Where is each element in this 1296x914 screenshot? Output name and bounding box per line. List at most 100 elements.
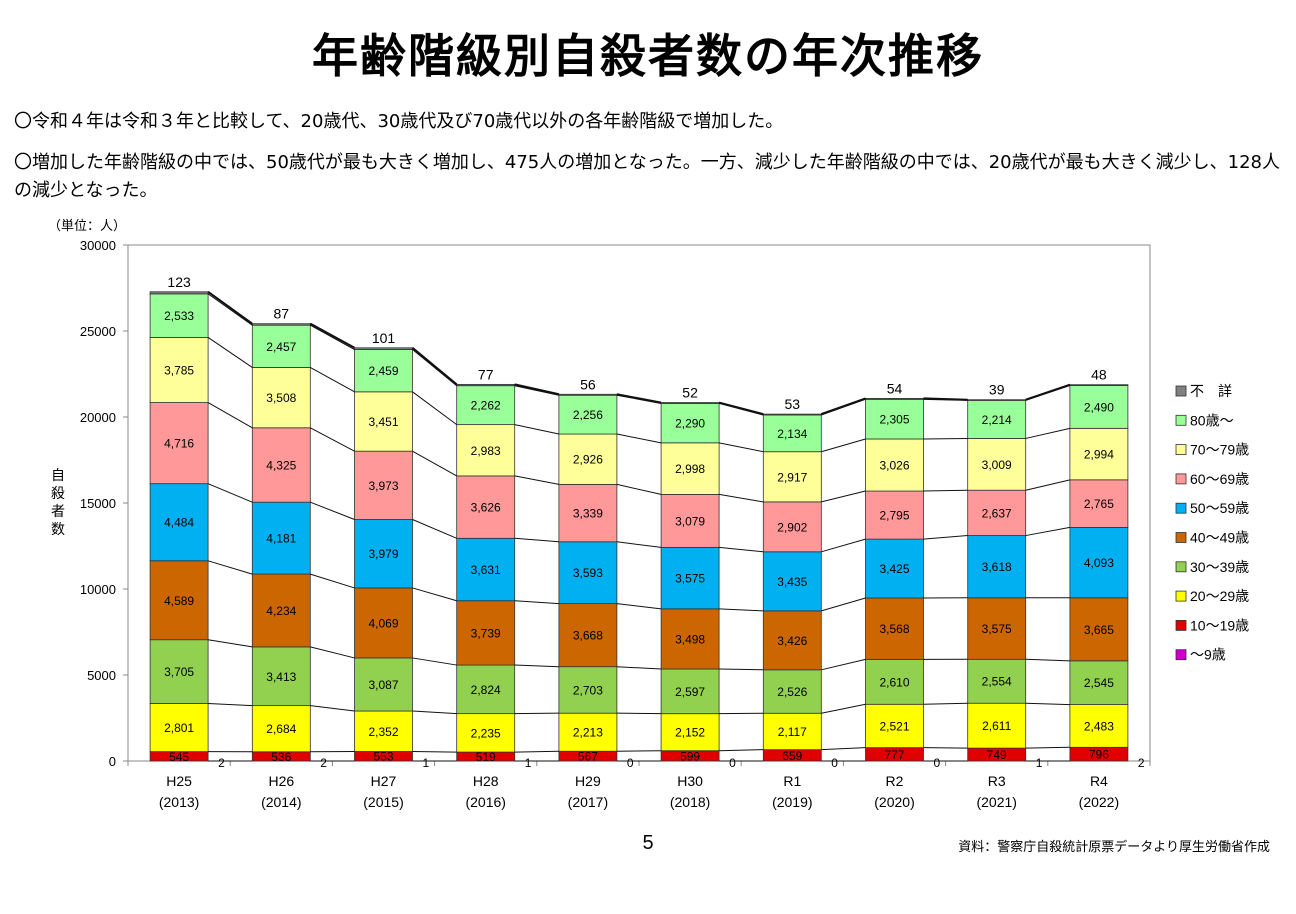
bar-segment bbox=[762, 451, 822, 503]
connector-line bbox=[821, 747, 866, 751]
legend-label: 70～79歳 bbox=[1190, 442, 1249, 458]
connector-line bbox=[310, 427, 355, 452]
connector-line bbox=[616, 433, 662, 444]
bar-segment bbox=[660, 442, 720, 495]
connector-line bbox=[514, 537, 559, 543]
data-label: 777 bbox=[884, 748, 904, 762]
x-tick-label-year: (2016) bbox=[465, 794, 505, 810]
data-label-under9: 2 bbox=[320, 756, 327, 770]
data-label: 3,009 bbox=[982, 458, 1012, 472]
connector-line bbox=[208, 639, 253, 648]
bar-segment bbox=[865, 538, 924, 599]
y-tick-label: 20000 bbox=[80, 410, 116, 425]
connector-line bbox=[514, 383, 560, 396]
bar-segment bbox=[660, 713, 720, 752]
connector-line bbox=[923, 489, 968, 492]
bar-segment bbox=[456, 600, 516, 666]
connector-line bbox=[310, 705, 355, 712]
connector-line bbox=[1025, 479, 1071, 491]
data-label: 2,290 bbox=[675, 417, 705, 431]
bar-segment bbox=[456, 713, 516, 753]
data-label-unknown: 48 bbox=[1091, 367, 1107, 383]
data-label: 2,526 bbox=[777, 685, 807, 699]
bar-segment bbox=[1069, 704, 1129, 748]
connector-line bbox=[412, 710, 457, 715]
connector-line bbox=[1025, 702, 1070, 706]
data-label: 2,902 bbox=[777, 520, 807, 534]
data-label: 2,610 bbox=[879, 675, 909, 689]
data-label: 4,589 bbox=[164, 594, 194, 608]
data-label: 3,568 bbox=[879, 622, 909, 636]
data-label: 2,117 bbox=[778, 725, 807, 739]
connector-line bbox=[207, 402, 253, 429]
bar-segment bbox=[1069, 384, 1129, 386]
connector-line bbox=[412, 750, 457, 753]
data-label: 553 bbox=[373, 750, 393, 764]
bar-segment bbox=[967, 658, 1027, 704]
legend-swatch bbox=[1175, 385, 1187, 397]
data-label: 2,483 bbox=[1084, 719, 1114, 733]
connector-line bbox=[514, 664, 559, 668]
data-label-unknown: 54 bbox=[887, 380, 903, 396]
bar-segment bbox=[967, 489, 1027, 536]
y-tick-label: 5000 bbox=[87, 668, 116, 683]
connector-line bbox=[207, 290, 253, 325]
connector-line bbox=[923, 437, 968, 440]
y-tick-label: 10000 bbox=[80, 582, 116, 597]
x-tick-label-year: (2019) bbox=[772, 794, 812, 810]
legend-swatch bbox=[1175, 649, 1187, 661]
connector-line bbox=[821, 703, 866, 714]
bar-segment bbox=[865, 597, 924, 660]
connector-line bbox=[412, 391, 457, 426]
bar-segment bbox=[762, 501, 822, 553]
legend-swatch bbox=[1175, 619, 1187, 631]
connector-line bbox=[514, 424, 560, 435]
bar-segment bbox=[558, 483, 618, 543]
data-label: 2,998 bbox=[675, 462, 705, 476]
data-label: 3,087 bbox=[368, 678, 398, 692]
data-label: 3,413 bbox=[266, 670, 296, 684]
data-label: 2,521 bbox=[879, 719, 909, 733]
data-label-unknown: 87 bbox=[274, 306, 290, 322]
connector-line bbox=[412, 349, 458, 387]
data-label: 3,785 bbox=[164, 364, 194, 378]
bar-segment bbox=[149, 483, 209, 562]
bar-segment bbox=[1069, 597, 1129, 662]
connector-line bbox=[616, 483, 662, 495]
y-axis-label-char: 自 bbox=[51, 467, 65, 483]
bar-segment bbox=[967, 438, 1027, 491]
connector-line bbox=[208, 702, 253, 707]
y-tick-label: 25000 bbox=[80, 324, 116, 339]
connector-line bbox=[923, 702, 968, 705]
x-tick-label: H29 bbox=[575, 773, 601, 789]
x-tick-label-year: (2013) bbox=[159, 794, 199, 810]
data-label-under9: 1 bbox=[423, 756, 430, 770]
data-label: 2,459 bbox=[368, 364, 398, 378]
data-label: 2,926 bbox=[573, 453, 603, 467]
page-number: 5 bbox=[642, 832, 654, 854]
connector-line bbox=[821, 538, 866, 553]
data-label: 4,069 bbox=[368, 616, 398, 630]
connector-line bbox=[310, 367, 355, 393]
data-label: 3,593 bbox=[573, 566, 603, 580]
data-label: 519 bbox=[476, 750, 496, 764]
bar-segment bbox=[456, 383, 516, 387]
data-label: 2,765 bbox=[1084, 497, 1114, 511]
connector-line bbox=[207, 560, 253, 575]
data-label: 2,256 bbox=[573, 408, 603, 422]
page-title: 年齢階級別自殺者数の年次推移 bbox=[312, 29, 984, 83]
bar-segment bbox=[456, 475, 516, 539]
data-label: 2,597 bbox=[675, 685, 705, 699]
data-label: 2,352 bbox=[368, 725, 398, 739]
connector-line bbox=[821, 438, 866, 453]
data-label: 2,824 bbox=[471, 683, 501, 697]
summary-bullet-2: 〇増加した年齢階級の中では、50歳代が最も大きく増加し、475人の増加となった。… bbox=[14, 152, 1280, 201]
bar-segment bbox=[149, 337, 209, 403]
bar-segment bbox=[660, 402, 720, 404]
data-label: 4,484 bbox=[164, 516, 194, 530]
bar-segment bbox=[660, 403, 720, 444]
data-label: 4,325 bbox=[266, 458, 296, 472]
bar-segment bbox=[1069, 427, 1129, 481]
data-label: 567 bbox=[578, 750, 598, 764]
data-label-under9: 1 bbox=[525, 756, 532, 770]
